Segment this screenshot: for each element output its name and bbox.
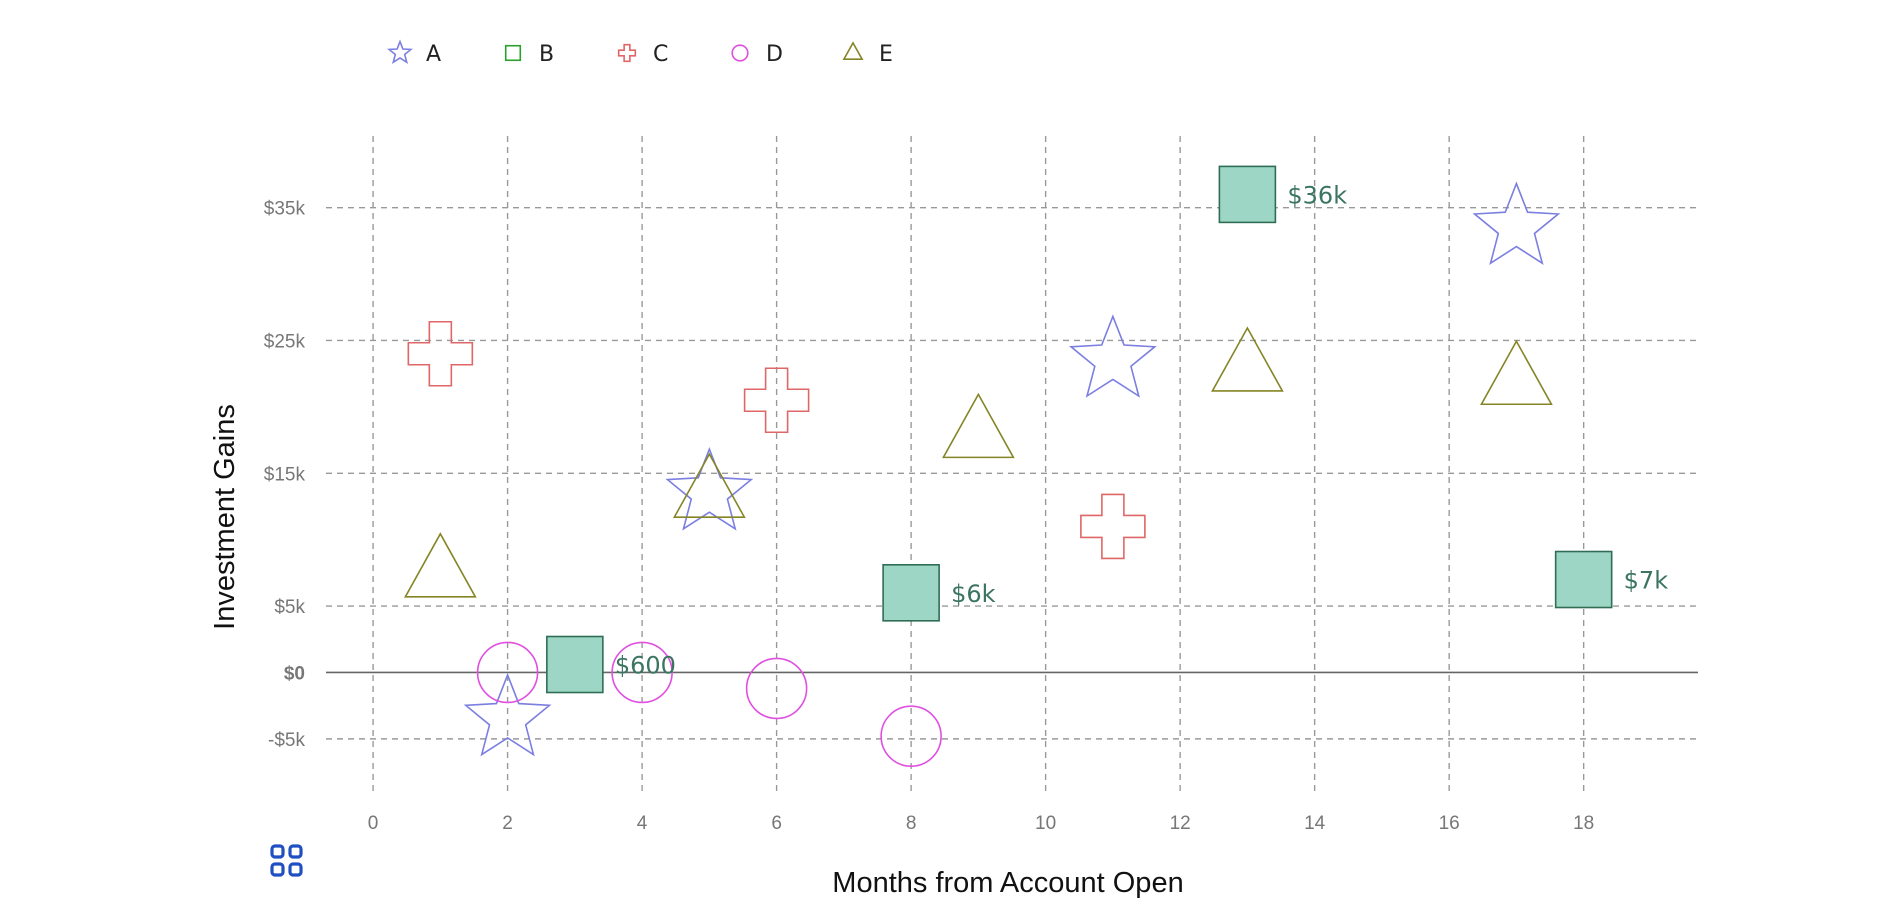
legend-label: B bbox=[539, 42, 554, 67]
legend[interactable]: A B C D E bbox=[387, 39, 893, 67]
legend-marker-icon bbox=[731, 44, 749, 62]
data-label: $36k bbox=[1287, 181, 1347, 209]
y-axis-title: Investment Gains bbox=[209, 404, 241, 630]
y-tick-labels: -$5k $0 $5k $15k $25k $35k bbox=[264, 199, 306, 751]
marker-a bbox=[1472, 181, 1561, 265]
marker-e bbox=[1480, 339, 1553, 406]
data-label: $600 bbox=[615, 652, 676, 680]
x-tick-label: 4 bbox=[637, 813, 648, 834]
y-tick-label: $15k bbox=[264, 464, 306, 485]
x-axis-title: Months from Account Open bbox=[832, 867, 1183, 899]
x-tick-label: 18 bbox=[1573, 813, 1594, 834]
marker-a bbox=[665, 446, 754, 531]
x-tick-labels: 0 2 4 6 8 10 12 14 16 18 bbox=[368, 813, 1594, 834]
x-tick-label: 16 bbox=[1439, 813, 1460, 834]
marker-d bbox=[880, 705, 942, 768]
legend-label: E bbox=[879, 42, 893, 67]
x-tick-label: 2 bbox=[502, 813, 513, 834]
y-tick-label: -$5k bbox=[268, 730, 305, 751]
x-tick-label: 10 bbox=[1035, 813, 1056, 834]
marker-d bbox=[745, 657, 808, 720]
marker-a bbox=[463, 672, 552, 757]
marker-c bbox=[743, 367, 810, 434]
legend-marker-icon bbox=[504, 44, 522, 62]
marker-c bbox=[407, 320, 474, 387]
data-label: $7k bbox=[1624, 567, 1669, 595]
marker-e bbox=[942, 392, 1015, 459]
grid-menu-icon bbox=[270, 844, 303, 877]
y-tick-label: $0 bbox=[284, 663, 305, 684]
marker-b bbox=[1218, 165, 1277, 224]
marker-e bbox=[672, 452, 746, 518]
legend-label: A bbox=[426, 42, 441, 67]
data-label: $6k bbox=[951, 580, 996, 608]
marker-b bbox=[882, 563, 940, 622]
marker-e bbox=[1211, 326, 1284, 392]
chart-menu-button[interactable] bbox=[270, 844, 303, 877]
data-markers bbox=[403, 165, 1613, 768]
legend-item-a[interactable]: A bbox=[387, 39, 441, 67]
legend-marker-icon bbox=[387, 39, 413, 65]
x-tick-label: 6 bbox=[771, 813, 782, 834]
marker-d bbox=[611, 641, 673, 704]
legend-marker-icon bbox=[617, 43, 637, 63]
legend-item-e[interactable]: E bbox=[842, 41, 893, 67]
legend-marker-icon bbox=[842, 41, 864, 61]
legend-label: C bbox=[653, 42, 668, 67]
legend-item-d[interactable]: D bbox=[731, 42, 783, 67]
y-tick-label: $5k bbox=[274, 597, 305, 618]
y-tick-label: $35k bbox=[264, 199, 306, 220]
x-tick-label: 14 bbox=[1304, 813, 1326, 834]
marker-d bbox=[476, 641, 539, 704]
x-tick-label: 0 bbox=[368, 813, 379, 834]
marker-b bbox=[1554, 550, 1613, 609]
marker-c bbox=[1080, 493, 1146, 560]
x-tick-label: 8 bbox=[906, 813, 917, 834]
marker-b bbox=[546, 635, 604, 694]
marker-a bbox=[1068, 314, 1157, 398]
legend-item-b[interactable]: B bbox=[504, 42, 554, 67]
grid-layer bbox=[326, 136, 1698, 792]
data-labels: $600 $6k $36k $7k bbox=[615, 181, 1668, 679]
marker-e bbox=[403, 532, 477, 598]
y-tick-label: $25k bbox=[264, 331, 306, 352]
x-tick-label: 12 bbox=[1170, 813, 1191, 834]
legend-label: D bbox=[766, 42, 783, 67]
legend-item-c[interactable]: C bbox=[617, 42, 669, 67]
